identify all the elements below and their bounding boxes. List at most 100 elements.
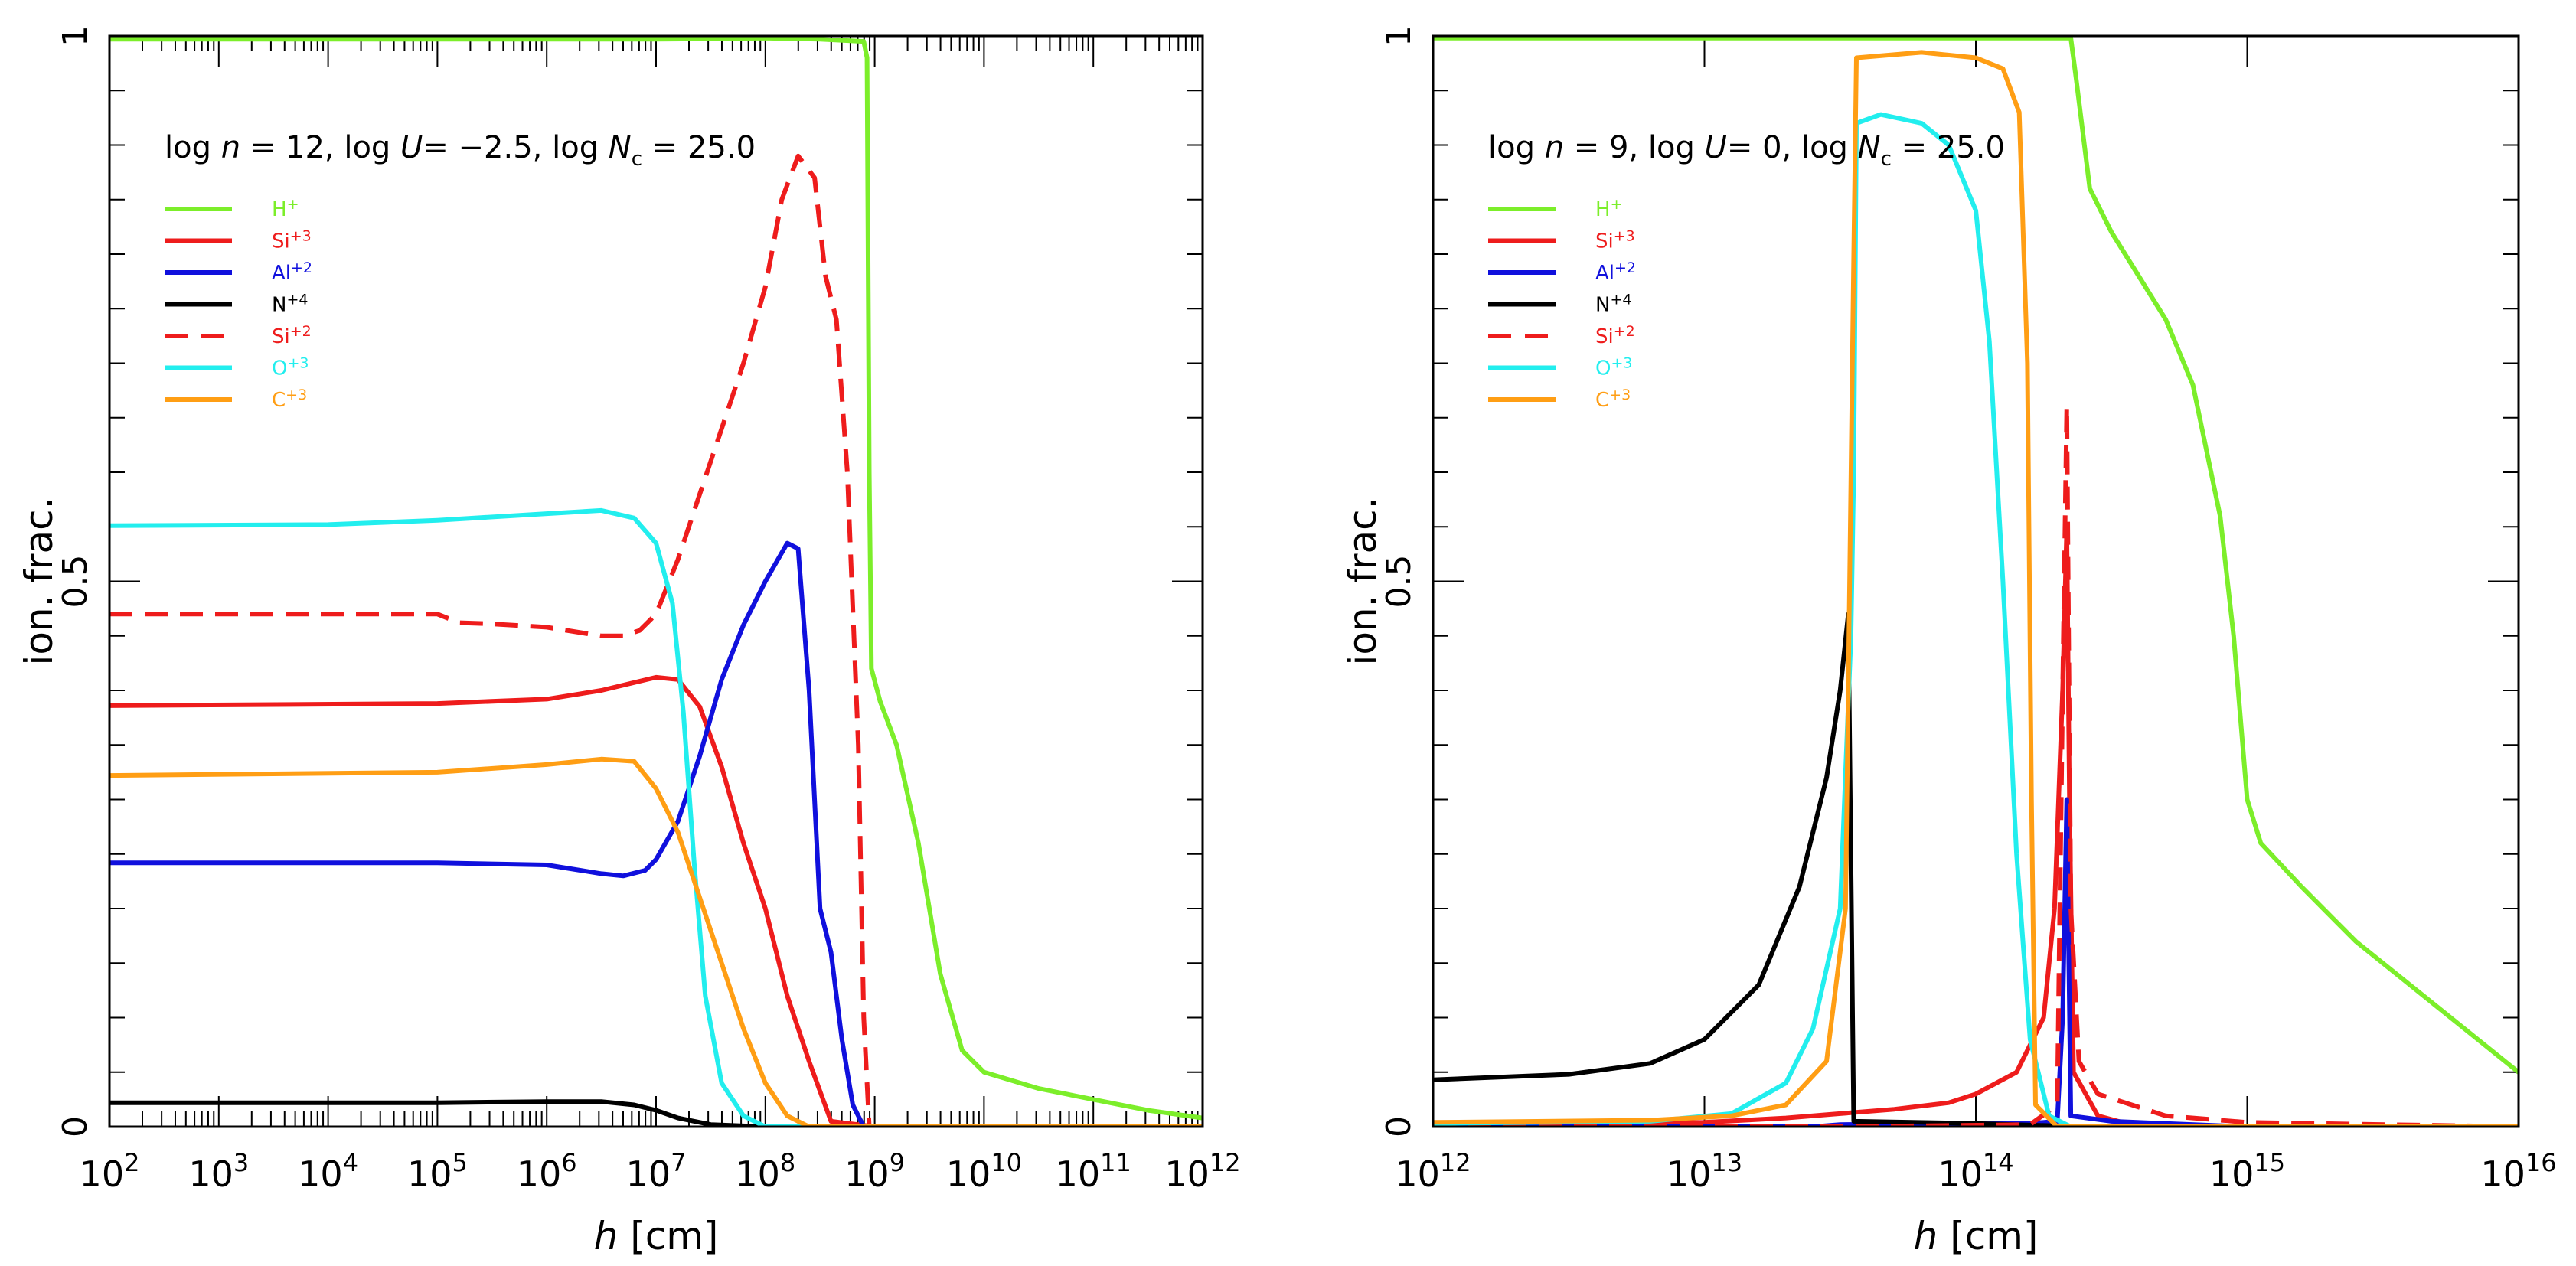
series-line-oplus3	[1433, 112, 2519, 1127]
legend-label: Si+2	[1595, 323, 1635, 348]
x-tick-label: 106	[517, 1148, 577, 1195]
legend-label: Al+2	[1595, 259, 1636, 285]
series-line-hplus	[109, 36, 1203, 1121]
x-tick-label: 1011	[1056, 1148, 1131, 1195]
annotation-text: = −2.5, log	[423, 130, 608, 165]
legend: H+Si+3Al+2N+4Si+2O+3C+3	[165, 196, 312, 412]
tick-base: 10	[626, 1153, 671, 1195]
annotation-var: n	[221, 130, 240, 165]
series-group	[1433, 36, 2519, 1127]
series-line-nplus4	[1433, 612, 2519, 1127]
annotation-subscript: c	[1881, 148, 1892, 171]
tick-exponent: 14	[1983, 1148, 2014, 1177]
legend-label: Si+3	[1595, 228, 1635, 253]
legend-charge: +3	[1611, 355, 1632, 372]
tick-base: 10	[407, 1153, 452, 1195]
tick-base: 10	[517, 1153, 562, 1195]
series-line-alplus2	[109, 540, 1203, 1127]
tick-exponent: 5	[452, 1148, 467, 1177]
legend-label: H+	[1595, 196, 1622, 221]
series-line-siplus2	[1433, 404, 2519, 1127]
legend-label: O+3	[272, 355, 309, 380]
x-tick-label: 1015	[2209, 1148, 2285, 1195]
x-tick-label: 103	[188, 1148, 249, 1195]
annotation-text: = 9, log	[1564, 130, 1705, 165]
annotation-text: log	[165, 130, 221, 165]
tick-base: 10	[1056, 1153, 1101, 1195]
x-tick-label: 1013	[1667, 1148, 1742, 1195]
y-tick-label: 0	[1379, 1116, 1419, 1137]
tick-base: 10	[2480, 1153, 2525, 1195]
model-parameters-annotation: log n = 9, log U= 0, log Nc = 25.0	[1488, 130, 2005, 171]
series-line-cplus3	[1433, 50, 2519, 1127]
x-tick-label: 1014	[1938, 1148, 2013, 1195]
tick-exponent: 2	[124, 1148, 139, 1177]
x-tick-label: 102	[80, 1148, 140, 1195]
y-axis-label: ion. frac.	[1340, 497, 1385, 665]
tick-exponent: 8	[780, 1148, 795, 1177]
x-tick-label: 108	[735, 1148, 795, 1195]
x-tick-label: 1012	[1164, 1148, 1240, 1195]
series-line-siplus3	[109, 674, 1203, 1127]
legend-charge: +3	[1609, 387, 1631, 403]
x-axis-label: h [cm]	[1914, 1214, 2039, 1258]
tick-exponent: 12	[1440, 1148, 1471, 1177]
tick-base: 10	[735, 1153, 780, 1195]
y-axis-label: ion. frac.	[17, 497, 61, 665]
tick-base: 10	[1395, 1153, 1440, 1195]
tick-base: 10	[844, 1153, 890, 1195]
legend-charge: +3	[290, 228, 312, 245]
tick-base: 10	[1667, 1153, 1712, 1195]
series-line-siplus3	[1433, 524, 2519, 1127]
legend-ion: O	[1595, 357, 1611, 380]
legend-ion: N	[1595, 294, 1610, 317]
legend-ion: H	[272, 198, 287, 221]
tick-exponent: 12	[1210, 1148, 1241, 1177]
y-tick-label: 1	[1379, 25, 1419, 47]
x-axis-label: h [cm]	[594, 1214, 719, 1258]
annotation-var: U	[1705, 130, 1727, 165]
model-parameters-annotation: log n = 12, log U= −2.5, log Nc = 25.0	[165, 130, 756, 171]
annotation-text: = 25.0	[642, 130, 756, 165]
annotation-var: U	[400, 130, 423, 165]
tick-exponent: 15	[2254, 1148, 2285, 1177]
legend-label: O+3	[1595, 355, 1632, 380]
legend-ion: Si	[1595, 325, 1614, 348]
annotation-text: = 25.0	[1892, 130, 2005, 165]
legend-charge: +2	[1614, 259, 1636, 276]
tick-exponent: 9	[890, 1148, 905, 1177]
legend-ion: C	[1595, 389, 1609, 412]
legend-label: H+	[272, 196, 299, 221]
annotation-text: = 12, log	[240, 130, 400, 165]
legend: H+Si+3Al+2N+4Si+2O+3C+3	[1488, 196, 1636, 412]
legend-charge: +	[287, 196, 299, 213]
tick-base: 10	[1164, 1153, 1210, 1195]
tick-base: 10	[1938, 1153, 1983, 1195]
tick-base: 10	[298, 1153, 343, 1195]
legend-charge: +4	[1610, 292, 1631, 308]
tick-exponent: 13	[1711, 1148, 1742, 1177]
legend-charge: +2	[1614, 323, 1635, 340]
series-group	[109, 36, 1203, 1127]
legend-charge: +3	[287, 355, 309, 372]
y-tick-label: 0	[56, 1116, 95, 1137]
y-tick-label: 0.5	[1379, 555, 1419, 609]
x-tick-label: 1010	[946, 1148, 1022, 1195]
annotation-text: = 0, log	[1727, 130, 1858, 165]
series-line-siplus2	[109, 153, 1203, 1127]
legend-charge: +2	[290, 323, 312, 340]
legend-label: Si+2	[272, 323, 312, 348]
legend-ion: N	[272, 294, 286, 317]
legend-ion: H	[1595, 198, 1611, 221]
series-line-alplus2	[1433, 797, 2519, 1127]
tick-base: 10	[80, 1153, 125, 1195]
legend-ion: Si	[272, 230, 290, 253]
annotation-var: N	[1858, 130, 1881, 165]
legend-charge: +	[1611, 196, 1623, 213]
legend-ion: Si	[1595, 230, 1614, 253]
y-tick-label: 1	[56, 25, 95, 47]
series-line-cplus3	[109, 756, 1203, 1127]
